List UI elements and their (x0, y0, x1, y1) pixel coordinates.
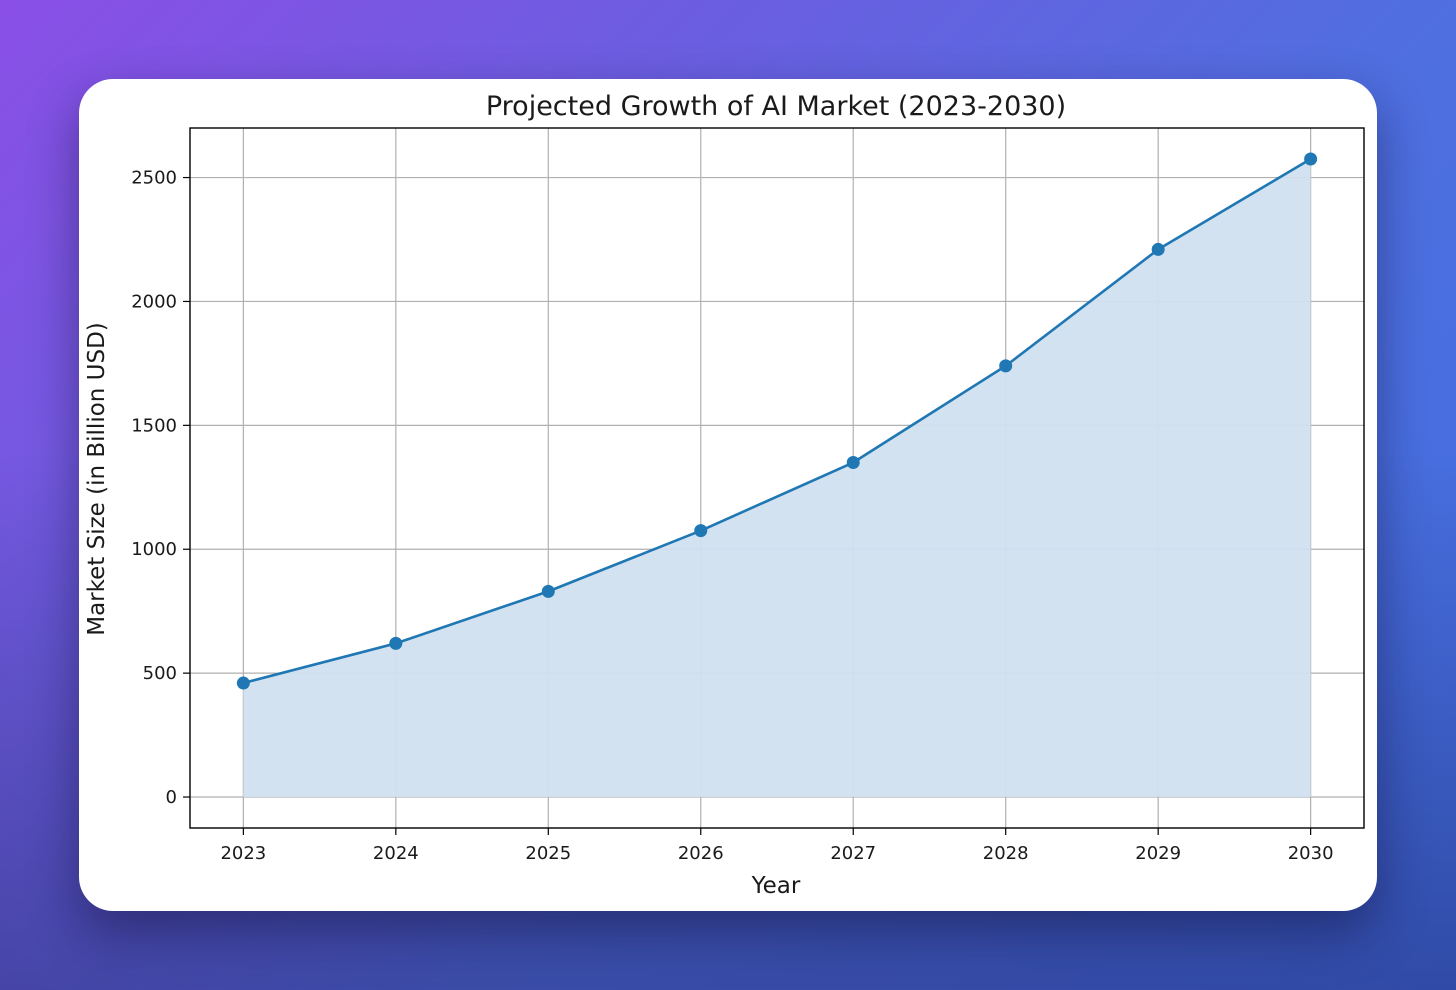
area-fill (243, 158, 1311, 798)
y-axis-ticks: 0 500 1000 1500 2000 2500 (131, 168, 190, 808)
series-line-layer (243, 157, 1312, 685)
plot-border (189, 127, 1365, 829)
x-axis-label: Year (751, 873, 801, 899)
y-tick-label: 1000 (131, 539, 177, 560)
series-line (243, 157, 1312, 685)
chart-title: Projected Growth of AI Market (2023-2030… (486, 91, 1066, 122)
data-point (694, 524, 708, 538)
x-tick-label: 2029 (1135, 843, 1181, 864)
y-tick-label: 500 (143, 663, 177, 684)
y-tick-label: 2500 (131, 168, 177, 189)
x-tick-label: 2024 (373, 843, 419, 864)
y-tick-label: 0 (166, 787, 177, 808)
x-tick-label: 2030 (1288, 843, 1334, 864)
data-point (999, 359, 1013, 373)
line-area-chart: Projected Growth of AI Market (2023-2030… (84, 91, 1365, 899)
x-tick-label: 2028 (983, 843, 1029, 864)
data-point (236, 676, 250, 690)
plot-frame (189, 127, 1365, 829)
x-axis-ticks: 2023 2024 2025 2026 2027 2028 2029 2030 (220, 828, 1334, 864)
area-fill-layer (243, 158, 1311, 798)
x-tick-label: 2025 (525, 843, 571, 864)
data-point (1304, 152, 1318, 166)
x-tick-label: 2023 (220, 843, 266, 864)
y-tick-label: 2000 (131, 291, 177, 312)
data-point (389, 636, 403, 650)
data-point (846, 456, 860, 470)
y-tick-label: 1500 (131, 415, 177, 436)
data-point (1151, 242, 1165, 256)
x-tick-label: 2026 (678, 843, 724, 864)
data-markers (236, 152, 1318, 690)
chart-card: Projected Growth of AI Market (2023-2030… (79, 79, 1377, 911)
data-point (541, 584, 555, 598)
x-tick-label: 2027 (830, 843, 876, 864)
y-axis-label: Market Size (in Billion USD) (84, 322, 110, 636)
